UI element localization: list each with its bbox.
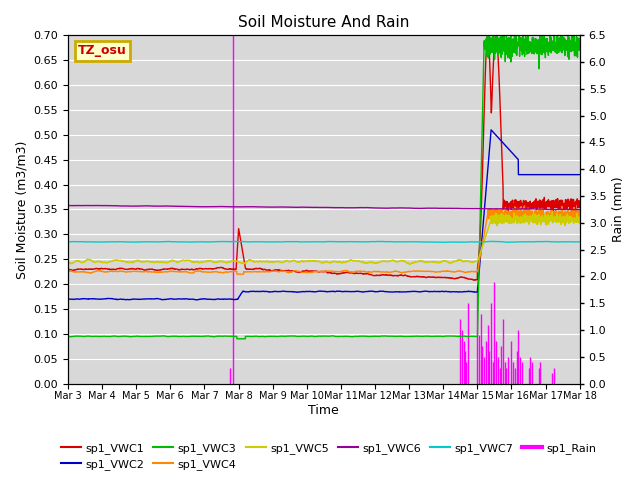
sp1_VWC7 <box>489 239 497 244</box>
sp1_VWC3 <box>64 334 72 339</box>
sp1_VWC7 <box>576 239 584 245</box>
sp1_VWC4 <box>153 269 161 275</box>
sp1_VWC5 <box>153 259 161 264</box>
Y-axis label: Soil Moisture (m3/m3): Soil Moisture (m3/m3) <box>15 140 28 279</box>
sp1_VWC3 <box>522 27 529 33</box>
Line: sp1_VWC3: sp1_VWC3 <box>68 30 580 339</box>
sp1_VWC1 <box>282 268 290 274</box>
sp1_VWC7 <box>282 239 290 244</box>
sp1_VWC1 <box>470 277 477 283</box>
sp1_VWC4 <box>233 271 241 277</box>
sp1_VWC3 <box>260 334 268 339</box>
X-axis label: Time: Time <box>308 404 339 417</box>
Line: sp1_VWC2: sp1_VWC2 <box>68 130 580 300</box>
sp1_VWC3 <box>153 333 161 339</box>
sp1_VWC1 <box>64 266 72 272</box>
sp1_VWC2 <box>576 172 584 178</box>
Legend: sp1_VWC1, sp1_VWC2, sp1_VWC3, sp1_VWC4, sp1_VWC5, sp1_VWC6, sp1_VWC7, sp1_Rain: sp1_VWC1, sp1_VWC2, sp1_VWC3, sp1_VWC4, … <box>57 438 601 474</box>
sp1_VWC1 <box>566 204 574 209</box>
sp1_VWC6 <box>260 204 268 210</box>
sp1_VWC5 <box>122 259 130 265</box>
sp1_VWC4 <box>122 269 130 275</box>
sp1_VWC3 <box>511 48 518 53</box>
sp1_VWC2 <box>283 288 291 294</box>
sp1_VWC2 <box>194 297 202 303</box>
sp1_VWC7 <box>260 239 268 245</box>
sp1_VWC6 <box>511 206 518 212</box>
sp1_VWC4 <box>283 269 291 275</box>
sp1_VWC3 <box>122 333 130 339</box>
Y-axis label: Rain (mm): Rain (mm) <box>612 177 625 242</box>
Line: sp1_VWC5: sp1_VWC5 <box>68 212 580 264</box>
sp1_VWC2 <box>487 127 495 133</box>
sp1_VWC1 <box>260 266 268 272</box>
sp1_VWC2 <box>153 296 161 301</box>
sp1_VWC1 <box>484 33 492 38</box>
sp1_VWC2 <box>511 153 518 159</box>
sp1_VWC6 <box>64 203 72 208</box>
sp1_VWC6 <box>123 203 131 209</box>
sp1_VWC1 <box>153 267 161 273</box>
sp1_VWC7 <box>566 239 574 245</box>
sp1_VWC6 <box>283 204 291 210</box>
sp1_VWC1 <box>511 201 518 207</box>
sp1_VWC5 <box>548 209 556 215</box>
sp1_VWC2 <box>64 296 72 302</box>
sp1_VWC7 <box>153 239 161 245</box>
Line: sp1_VWC6: sp1_VWC6 <box>68 205 580 210</box>
Line: sp1_VWC1: sp1_VWC1 <box>68 36 580 280</box>
sp1_VWC4 <box>511 213 518 219</box>
sp1_VWC5 <box>406 262 414 267</box>
sp1_VWC6 <box>566 206 573 212</box>
sp1_VWC4 <box>520 203 528 209</box>
sp1_VWC2 <box>566 172 574 178</box>
sp1_VWC3 <box>566 48 574 53</box>
Line: sp1_VWC4: sp1_VWC4 <box>68 206 580 274</box>
sp1_VWC2 <box>260 288 268 294</box>
sp1_VWC6 <box>83 203 90 208</box>
sp1_VWC3 <box>576 37 584 43</box>
sp1_VWC2 <box>122 297 130 302</box>
sp1_VWC4 <box>576 210 584 216</box>
sp1_VWC7 <box>64 239 72 245</box>
sp1_VWC5 <box>282 258 290 264</box>
sp1_VWC3 <box>233 336 241 342</box>
sp1_VWC5 <box>566 216 574 222</box>
sp1_VWC3 <box>283 333 291 339</box>
sp1_VWC4 <box>260 269 268 275</box>
sp1_VWC7 <box>511 239 518 245</box>
sp1_VWC5 <box>511 216 518 221</box>
sp1_VWC6 <box>575 207 583 213</box>
sp1_VWC5 <box>576 220 584 226</box>
sp1_VWC4 <box>566 212 574 218</box>
sp1_VWC7 <box>440 240 447 245</box>
Line: sp1_VWC7: sp1_VWC7 <box>68 241 580 242</box>
sp1_VWC6 <box>153 203 161 209</box>
sp1_VWC5 <box>64 260 72 265</box>
sp1_VWC1 <box>122 266 130 272</box>
sp1_VWC5 <box>260 259 268 264</box>
sp1_VWC7 <box>122 239 130 245</box>
sp1_VWC1 <box>576 203 584 208</box>
sp1_VWC6 <box>576 207 584 213</box>
Title: Soil Moisture And Rain: Soil Moisture And Rain <box>238 15 410 30</box>
sp1_VWC4 <box>64 268 72 274</box>
Text: TZ_osu: TZ_osu <box>78 45 127 58</box>
